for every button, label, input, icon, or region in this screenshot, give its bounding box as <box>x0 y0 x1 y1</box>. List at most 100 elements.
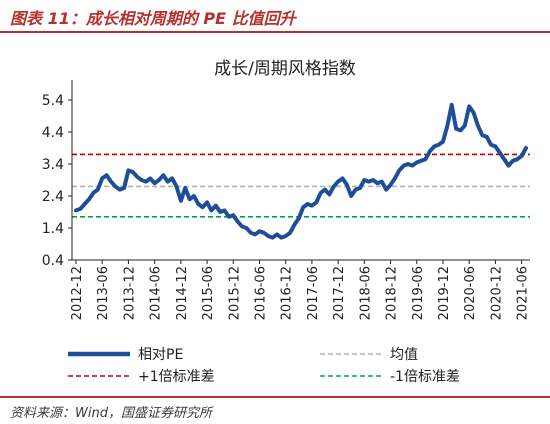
data-point <box>285 235 287 237</box>
data-point <box>324 189 326 191</box>
data-point <box>341 177 344 179</box>
data-point <box>114 185 116 187</box>
data-point <box>490 144 492 146</box>
data-point <box>250 232 252 234</box>
data-point <box>350 195 352 197</box>
data-point <box>468 105 470 107</box>
data-point <box>101 177 103 179</box>
header-rule <box>0 31 550 33</box>
data-point <box>254 233 256 235</box>
x-tick-label: 2019-06 <box>411 266 426 320</box>
data-point <box>346 184 348 186</box>
data-point <box>75 209 77 211</box>
data-point <box>267 235 269 237</box>
x-tick-label: 2017-12 <box>332 266 347 320</box>
data-point <box>355 189 357 191</box>
x-tick-label: 2013-12 <box>122 266 137 320</box>
data-point <box>293 224 296 226</box>
data-point <box>464 125 466 127</box>
y-tick-label: 1.4 <box>42 221 64 237</box>
y-tick-label: 3.4 <box>42 157 64 173</box>
data-point <box>84 203 86 205</box>
data-point <box>149 177 151 179</box>
data-point <box>245 227 247 229</box>
data-point <box>92 192 95 194</box>
x-tick-label: 2012-12 <box>70 266 85 320</box>
data-point <box>136 176 138 178</box>
data-point <box>280 237 282 239</box>
data-point <box>193 195 195 197</box>
x-tick-label: 2016-06 <box>253 266 268 320</box>
legend-label: 均值 <box>390 347 418 363</box>
data-point <box>516 158 518 160</box>
data-point <box>132 171 134 173</box>
data-point <box>210 209 213 211</box>
x-tick-label: 2018-12 <box>385 266 400 320</box>
data-point <box>258 230 261 232</box>
data-point <box>88 198 90 200</box>
data-point <box>411 165 414 167</box>
x-tick-label: 2018-06 <box>358 266 373 320</box>
data-point <box>219 211 221 213</box>
data-point <box>416 161 418 163</box>
chart-title: 成长/周期风格指数 <box>214 59 356 79</box>
x-tick-label: 2014-06 <box>149 266 164 320</box>
data-point <box>119 189 121 191</box>
data-point <box>438 144 440 146</box>
data-point <box>272 237 274 239</box>
x-tick-label: 2014-12 <box>175 266 190 320</box>
plot-area <box>72 102 530 240</box>
data-point <box>263 232 265 234</box>
data-point <box>403 165 405 167</box>
data-point <box>407 163 409 165</box>
y-tick-label: 0.4 <box>42 253 64 269</box>
data-point <box>232 214 234 216</box>
data-point <box>398 169 400 171</box>
data-point <box>512 160 514 162</box>
data-point <box>363 179 365 181</box>
y-tick-label: 4.4 <box>42 125 64 141</box>
legend-label: +1倍标准差 <box>138 369 215 385</box>
data-point <box>237 221 239 223</box>
figure-caption: 图表 11：成长相对周期的 PE 比值回升 <box>10 9 296 28</box>
x-tick-label: 2017-06 <box>306 266 321 320</box>
data-point <box>105 174 108 176</box>
data-point <box>123 187 125 189</box>
data-point <box>494 145 497 147</box>
data-point <box>389 184 392 186</box>
x-tick-label: 2021-06 <box>516 266 531 320</box>
source-note: 资料来源：Wind，国盛证券研究所 <box>10 406 212 421</box>
data-point <box>79 208 81 210</box>
data-point <box>302 206 304 208</box>
figure-header: 图表 11：成长相对周期的 PE 比值回升 <box>0 0 550 36</box>
data-point <box>180 200 182 202</box>
data-point <box>481 134 483 136</box>
data-point <box>328 193 330 195</box>
legend-label: -1倍标准差 <box>390 369 460 385</box>
data-point <box>127 169 130 171</box>
data-point <box>381 181 383 183</box>
data-point <box>188 198 191 200</box>
data-point <box>140 179 143 181</box>
data-point <box>385 189 387 191</box>
data-point <box>446 125 448 127</box>
x-tick-label: 2013-06 <box>96 266 111 320</box>
data-point <box>394 177 396 179</box>
data-point <box>175 185 178 187</box>
x-tick-label: 2020-12 <box>489 266 504 320</box>
data-point <box>184 187 186 189</box>
data-point <box>472 112 475 114</box>
x-tick-label: 2019-12 <box>437 266 452 320</box>
data-point <box>368 181 370 183</box>
data-point <box>486 136 488 138</box>
data-point <box>223 209 226 211</box>
data-point <box>110 181 112 183</box>
data-point <box>507 165 510 167</box>
data-point <box>455 128 457 130</box>
data-point <box>372 179 374 181</box>
y-tick-label: 2.4 <box>42 189 64 205</box>
data-point <box>337 181 339 183</box>
x-tick-label: 2015-06 <box>201 266 216 320</box>
data-point <box>333 185 335 187</box>
data-point <box>97 189 99 191</box>
